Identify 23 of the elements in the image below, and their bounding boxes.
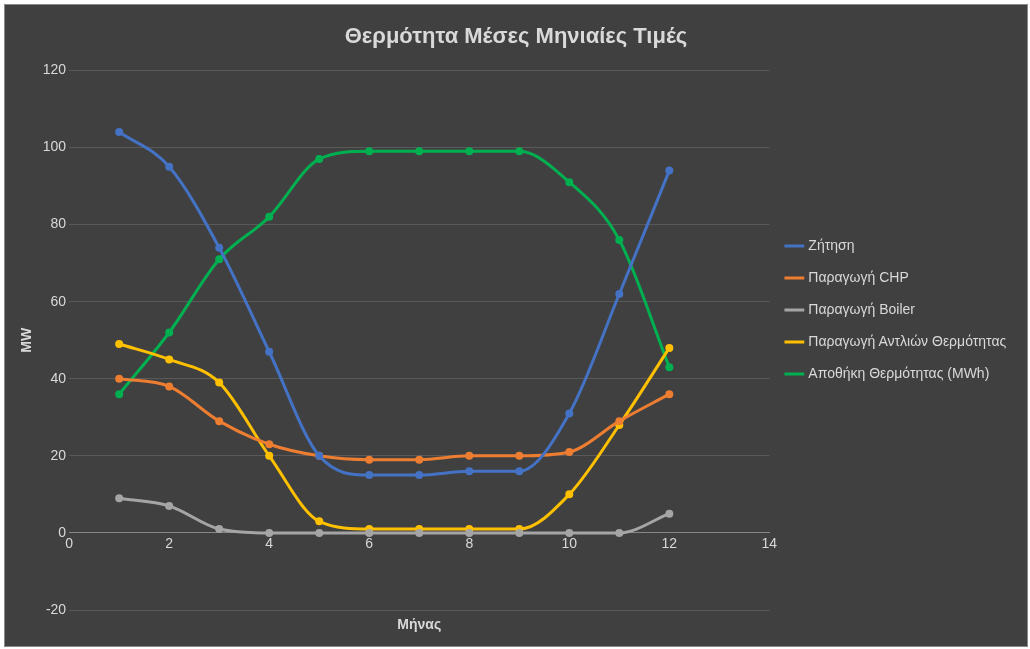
y-tick-label: 60 — [50, 292, 67, 309]
x-tick-label: 6 — [365, 535, 374, 552]
y-tick-label: -20 — [45, 600, 67, 617]
y-tick-label: 20 — [50, 446, 67, 463]
legend-label: Αποθήκη Θερμότητας (MWh) — [808, 364, 990, 381]
x-tick-label: 8 — [465, 535, 474, 552]
legend-label: Ζήτηση — [808, 236, 855, 253]
y-tick-label: 80 — [50, 215, 67, 232]
y-tick-label: 120 — [42, 61, 67, 78]
legend-label: Παραγωγή Αντλιών Θερμότητας — [808, 332, 1007, 349]
x-tick-label: 12 — [661, 535, 678, 552]
y-axis-title: MW — [18, 326, 35, 353]
x-tick-label: 4 — [265, 535, 274, 552]
legend-label: Παραγωγή Boiler — [808, 300, 916, 317]
legend-label: Παραγωγή CHP — [808, 268, 909, 285]
x-tick-label: 10 — [561, 535, 578, 552]
x-tick-label: 14 — [761, 535, 778, 552]
x-tick-label: 2 — [165, 535, 174, 552]
chart-title: Θερμότητα Μέσες Μηνιαίες Τιμές — [344, 23, 688, 49]
x-axis-title: Μήνας — [397, 615, 442, 632]
y-tick-label: 40 — [50, 369, 67, 386]
y-tick-label: 100 — [42, 138, 67, 155]
y-tick-label: 0 — [58, 523, 67, 540]
